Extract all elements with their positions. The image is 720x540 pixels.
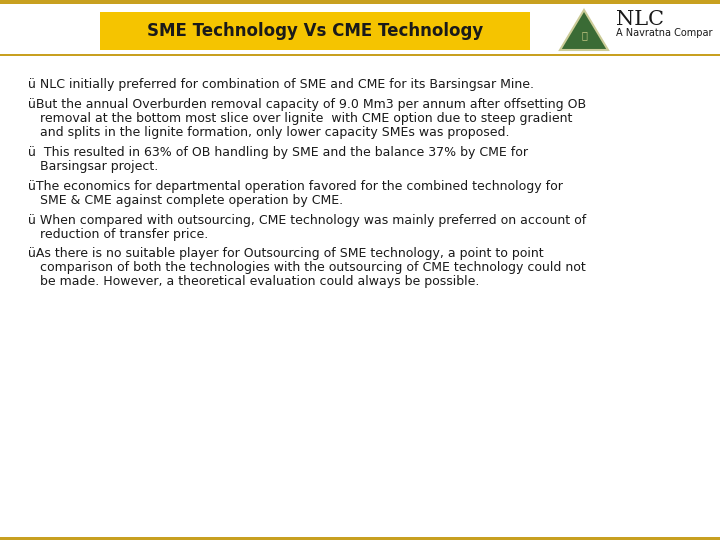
Bar [100, 12, 530, 50]
Text: SME & CME against complete operation by CME.: SME & CME against complete operation by … [28, 194, 343, 207]
Text: üBut the annual Overburden removal capacity of 9.0 Mm3 per annum after offsettin: üBut the annual Overburden removal capac… [28, 98, 586, 111]
Text: üThe economics for departmental operation favored for the combined technology fo: üThe economics for departmental operatio… [28, 180, 563, 193]
Text: ü NLC initially preferred for combination of SME and CME for its Barsingsar Mine: ü NLC initially preferred for combinatio… [28, 78, 534, 91]
Text: A Navratna Compar: A Navratna Compar [616, 28, 713, 38]
Text: க: க [581, 30, 587, 40]
Text: Barsingsar project.: Barsingsar project. [28, 160, 158, 173]
Bar [0, 0, 720, 4]
Bar [0, 537, 720, 540]
Polygon shape [560, 10, 608, 50]
Text: and splits in the lignite formation, only lower capacity SMEs was proposed.: and splits in the lignite formation, onl… [28, 126, 510, 139]
Text: üAs there is no suitable player for Outsourcing of SME technology, a point to po: üAs there is no suitable player for Outs… [28, 247, 544, 260]
Text: ü When compared with outsourcing, CME technology was mainly preferred on account: ü When compared with outsourcing, CME te… [28, 214, 586, 227]
Text: ü  This resulted in 63% of OB handling by SME and the balance 37% by CME for: ü This resulted in 63% of OB handling by… [28, 146, 528, 159]
Text: comparison of both the technologies with the outsourcing of CME technology could: comparison of both the technologies with… [28, 261, 586, 274]
Bar [0, 53, 720, 56]
Text: SME Technology Vs CME Technology: SME Technology Vs CME Technology [147, 22, 483, 40]
Text: removal at the bottom most slice over lignite  with CME option due to steep grad: removal at the bottom most slice over li… [28, 112, 572, 125]
Text: NLC: NLC [616, 10, 664, 29]
Text: reduction of transfer price.: reduction of transfer price. [28, 227, 208, 240]
Text: be made. However, a theoretical evaluation could always be possible.: be made. However, a theoretical evaluati… [28, 275, 480, 288]
